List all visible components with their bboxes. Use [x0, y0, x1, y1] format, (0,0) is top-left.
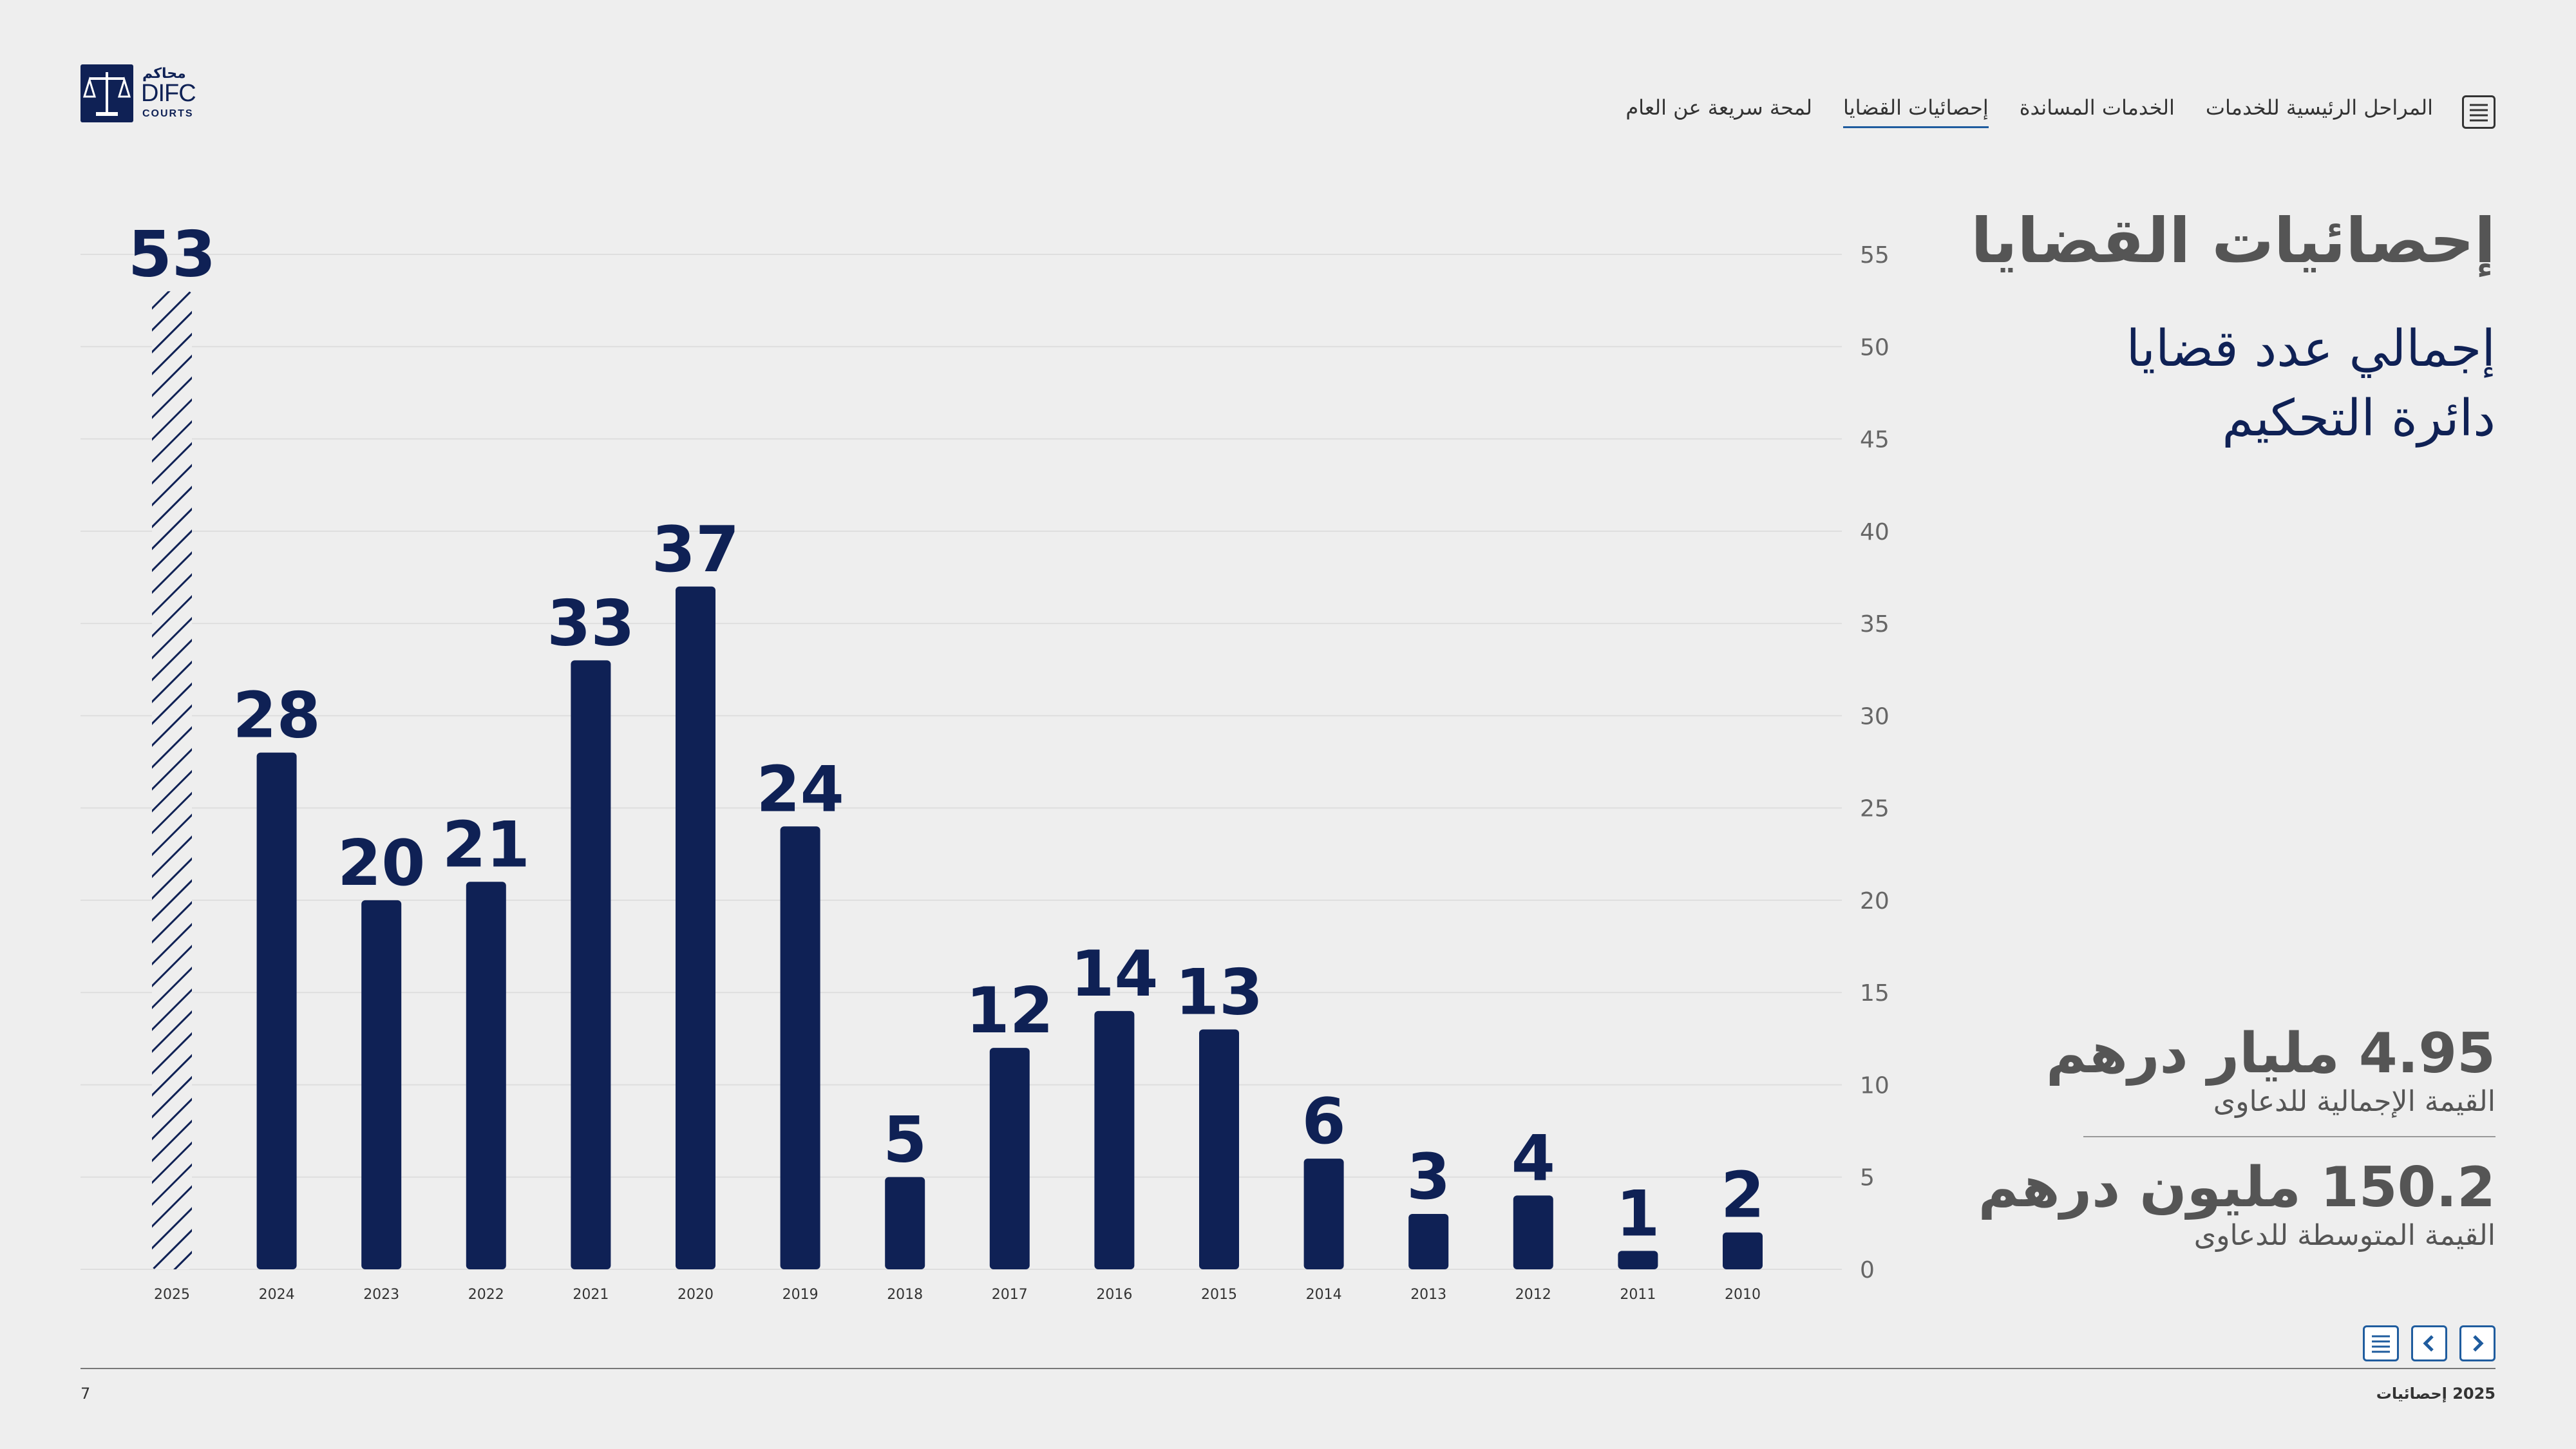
chevron-right-icon [2473, 1335, 2484, 1352]
nav-item-case-statistics[interactable]: إحصائيات القضايا [1842, 95, 1989, 128]
x-tick-label-2019: 2019 [782, 1287, 819, 1303]
y-tick-label: 25 [1860, 796, 1889, 822]
bar-2025-current-year [152, 291, 192, 1269]
stat-value: 150.2 مليون درهم [1978, 1155, 2496, 1220]
y-tick-label: 50 [1860, 334, 1889, 361]
bar-value-label-2013: 3 [1406, 1141, 1450, 1214]
top-navigation: لمحة سريعة عن العام إحصائيات القضايا الخ… [1625, 95, 2433, 128]
bar-value-label-2010: 2 [1721, 1159, 1765, 1233]
x-tick-label-2023: 2023 [363, 1287, 399, 1303]
chart-subtitle: إجمالي عدد قضايا دائرة التحكيم [2045, 314, 2496, 453]
nav-item-service-milestones[interactable]: المراحل الرئيسية للخدمات [2205, 95, 2433, 120]
page-title: إحصائيات القضايا [1971, 205, 2496, 277]
list-icon [2470, 104, 2488, 122]
nav-item-support-services[interactable]: الخدمات المساندة [2019, 95, 2175, 120]
bar-value-label-2025: 53 [128, 218, 216, 291]
contents-button[interactable] [2363, 1325, 2399, 1361]
y-tick-label: 55 [1860, 242, 1889, 269]
y-tick-label: 30 [1860, 703, 1889, 730]
bar-2010 [1723, 1232, 1763, 1269]
bar-value-label-2014: 6 [1302, 1085, 1345, 1159]
stat-label: القيمة الإجمالية للدعاوى [2213, 1085, 2496, 1118]
bar-value-label-2017: 12 [966, 974, 1054, 1048]
subtitle-line-2: دائرة التحكيم [2222, 390, 2496, 448]
bar-2012 [1513, 1195, 1553, 1269]
list-icon [2372, 1335, 2390, 1353]
subtitle-line-1: إجمالي عدد قضايا [2126, 320, 2496, 378]
x-tick-label-2016: 2016 [1096, 1287, 1132, 1303]
x-tick-label-2017: 2017 [992, 1287, 1028, 1303]
stat-value: 4.95 مليار درهم [2045, 1021, 2496, 1086]
bar-value-label-2015: 13 [1175, 956, 1263, 1029]
bar-value-label-2019: 24 [756, 753, 844, 826]
x-tick-label-2013: 2013 [1410, 1287, 1446, 1303]
bar-value-label-2018: 5 [883, 1104, 927, 1177]
x-tick-label-2025: 2025 [154, 1287, 190, 1303]
x-tick-label-2021: 2021 [573, 1287, 609, 1303]
footer-title: 2025 إحصائيات [2376, 1385, 2496, 1403]
bar-value-label-2011: 1 [1616, 1177, 1660, 1251]
bar-value-label-2023: 20 [337, 827, 425, 900]
x-tick-label-2024: 2024 [259, 1287, 295, 1303]
y-tick-label: 40 [1860, 519, 1889, 545]
page-number: 7 [80, 1385, 91, 1403]
nav-item-year-overview[interactable]: لمحة سريعة عن العام [1625, 95, 1812, 120]
y-tick-label: 10 [1860, 1072, 1889, 1099]
bar-2013 [1408, 1214, 1449, 1269]
bar-value-label-2012: 4 [1511, 1122, 1555, 1195]
stat-average-claim-value: 150.2 مليون درهم القيمة المتوسطة للدعاوى [1978, 1157, 2496, 1253]
bar-value-label-2022: 21 [442, 808, 530, 882]
y-tick-label: 20 [1860, 888, 1889, 914]
stat-total-claim-value: 4.95 مليار درهم القيمة الإجمالية للدعاوى [2046, 1023, 2496, 1119]
bar-value-label-2021: 33 [547, 587, 634, 660]
bar-value-label-2024: 28 [232, 679, 320, 753]
bar-2022 [466, 882, 506, 1269]
logo-arabic-text: محاكم [142, 66, 186, 82]
bar-2017 [989, 1048, 1030, 1269]
y-tick-label: 0 [1860, 1257, 1875, 1283]
x-tick-label-2015: 2015 [1201, 1287, 1237, 1303]
bar-2011 [1618, 1251, 1658, 1269]
previous-page-button[interactable] [2411, 1325, 2447, 1361]
bar-value-label-2016: 14 [1070, 938, 1158, 1011]
bar-2018 [885, 1177, 925, 1269]
difc-courts-logo[interactable]: محاكم DIFC COURTS [80, 64, 196, 122]
bar-2016 [1094, 1010, 1135, 1269]
y-tick-label: 35 [1860, 611, 1889, 638]
logo-name: DIFC [141, 80, 196, 107]
x-tick-label-2014: 2014 [1306, 1287, 1342, 1303]
logo-subtext: COURTS [142, 108, 194, 119]
x-tick-label-2011: 2011 [1620, 1287, 1656, 1303]
y-tick-label: 5 [1860, 1165, 1875, 1191]
y-tick-label: 15 [1860, 980, 1889, 1007]
bar-2024 [256, 752, 297, 1269]
x-tick-label-2010: 2010 [1725, 1287, 1761, 1303]
footer-divider [80, 1368, 2496, 1369]
bar-value-label-2020: 37 [652, 513, 739, 587]
bar-2019 [780, 826, 820, 1269]
stat-label: القيمة المتوسطة للدعاوى [2193, 1219, 2496, 1252]
menu-button[interactable] [2462, 95, 2496, 129]
x-tick-label-2018: 2018 [887, 1287, 923, 1303]
chevron-left-icon [2423, 1335, 2434, 1352]
x-tick-label-2022: 2022 [468, 1287, 504, 1303]
next-page-button[interactable] [2459, 1325, 2496, 1361]
bar-2023 [361, 900, 402, 1269]
x-tick-label-2012: 2012 [1515, 1287, 1551, 1303]
bar-2015 [1199, 1029, 1239, 1269]
bar-2020 [676, 586, 715, 1270]
bar-2014 [1303, 1159, 1344, 1269]
scales-icon [80, 64, 133, 122]
y-tick-label: 45 [1860, 427, 1889, 453]
x-tick-label-2020: 2020 [677, 1287, 714, 1303]
bar-2021 [571, 660, 611, 1269]
stat-divider [2083, 1136, 2496, 1137]
